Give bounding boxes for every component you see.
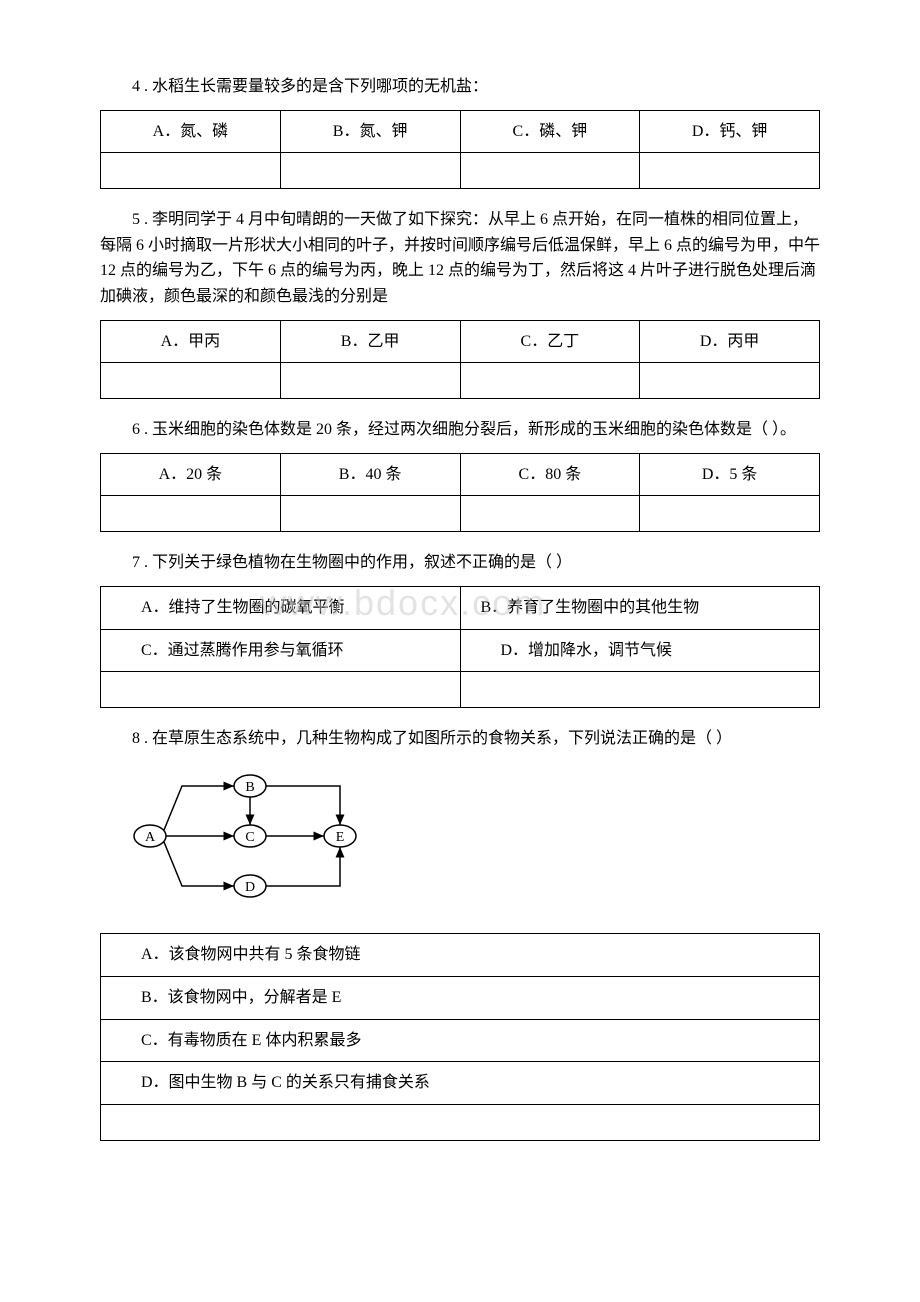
q5-opt-c: C．乙丁	[460, 320, 640, 363]
svg-text:A: A	[145, 830, 156, 845]
q8-diagram: A B C D E	[130, 766, 820, 920]
q7-options: A．维持了生物圈的碳氧平衡 B．养育了生物圈中的其他生物 C．通过蒸腾作用参与氧…	[100, 586, 820, 708]
q5-text: 5 . 李明同学于 4 月中旬晴朗的一天做了如下探究：从早上 6 点开始，在同一…	[100, 207, 820, 309]
q4-opt-d: D．钙、钾	[640, 110, 820, 153]
q4-opt-b: B．氮、钾	[280, 110, 460, 153]
q7-opt-d: D．增加降水，调节气候	[460, 629, 820, 672]
q8-opt-d: D．图中生物 B 与 C 的关系只有捕食关系	[101, 1062, 820, 1105]
svg-text:B: B	[245, 780, 254, 795]
svg-text:C: C	[245, 830, 254, 845]
q7-opt-b: B．养育了生物圈中的其他生物	[460, 586, 820, 629]
q6-opt-a: A．20 条	[101, 453, 281, 496]
q4-text: 4 . 水稻生长需要量较多的是含下列哪项的无机盐：	[100, 74, 820, 100]
q6-opt-b: B．40 条	[280, 453, 460, 496]
q5-options: A．甲丙 B．乙甲 C．乙丁 D．丙甲	[100, 320, 820, 400]
q7-opt-c: C．通过蒸腾作用参与氧循环	[101, 629, 461, 672]
q6-opt-d: D．5 条	[640, 453, 820, 496]
q7-text: 7 . 下列关于绿色植物在生物圈中的作用，叙述不正确的是（ ）	[100, 550, 820, 576]
svg-text:E: E	[336, 830, 345, 845]
q4-opt-a: A．氮、磷	[101, 110, 281, 153]
q6-options: A．20 条 B．40 条 C．80 条 D．5 条	[100, 453, 820, 533]
q4-opt-c: C．磷、钾	[460, 110, 640, 153]
svg-text:D: D	[245, 880, 255, 895]
q5-opt-a: A．甲丙	[101, 320, 281, 363]
q7-opt-a: A．维持了生物圈的碳氧平衡	[101, 586, 461, 629]
q6-text: 6 . 玉米细胞的染色体数是 20 条，经过两次细胞分裂后，新形成的玉米细胞的染…	[100, 417, 820, 443]
q8-options: A．该食物网中共有 5 条食物链 B．该食物网中，分解者是 E C．有毒物质在 …	[100, 933, 820, 1140]
q5-opt-b: B．乙甲	[280, 320, 460, 363]
q8-opt-b: B．该食物网中，分解者是 E	[101, 976, 820, 1019]
q8-opt-c: C．有毒物质在 E 体内积累最多	[101, 1019, 820, 1062]
q5-opt-d: D．丙甲	[640, 320, 820, 363]
q8-opt-a: A．该食物网中共有 5 条食物链	[101, 934, 820, 977]
food-web-svg: A B C D E	[130, 766, 380, 911]
q6-opt-c: C．80 条	[460, 453, 640, 496]
q4-options: A．氮、磷 B．氮、钾 C．磷、钾 D．钙、钾	[100, 110, 820, 190]
q8-text: 8 . 在草原生态系统中，几种生物构成了如图所示的食物关系，下列说法正确的是（ …	[100, 726, 820, 752]
